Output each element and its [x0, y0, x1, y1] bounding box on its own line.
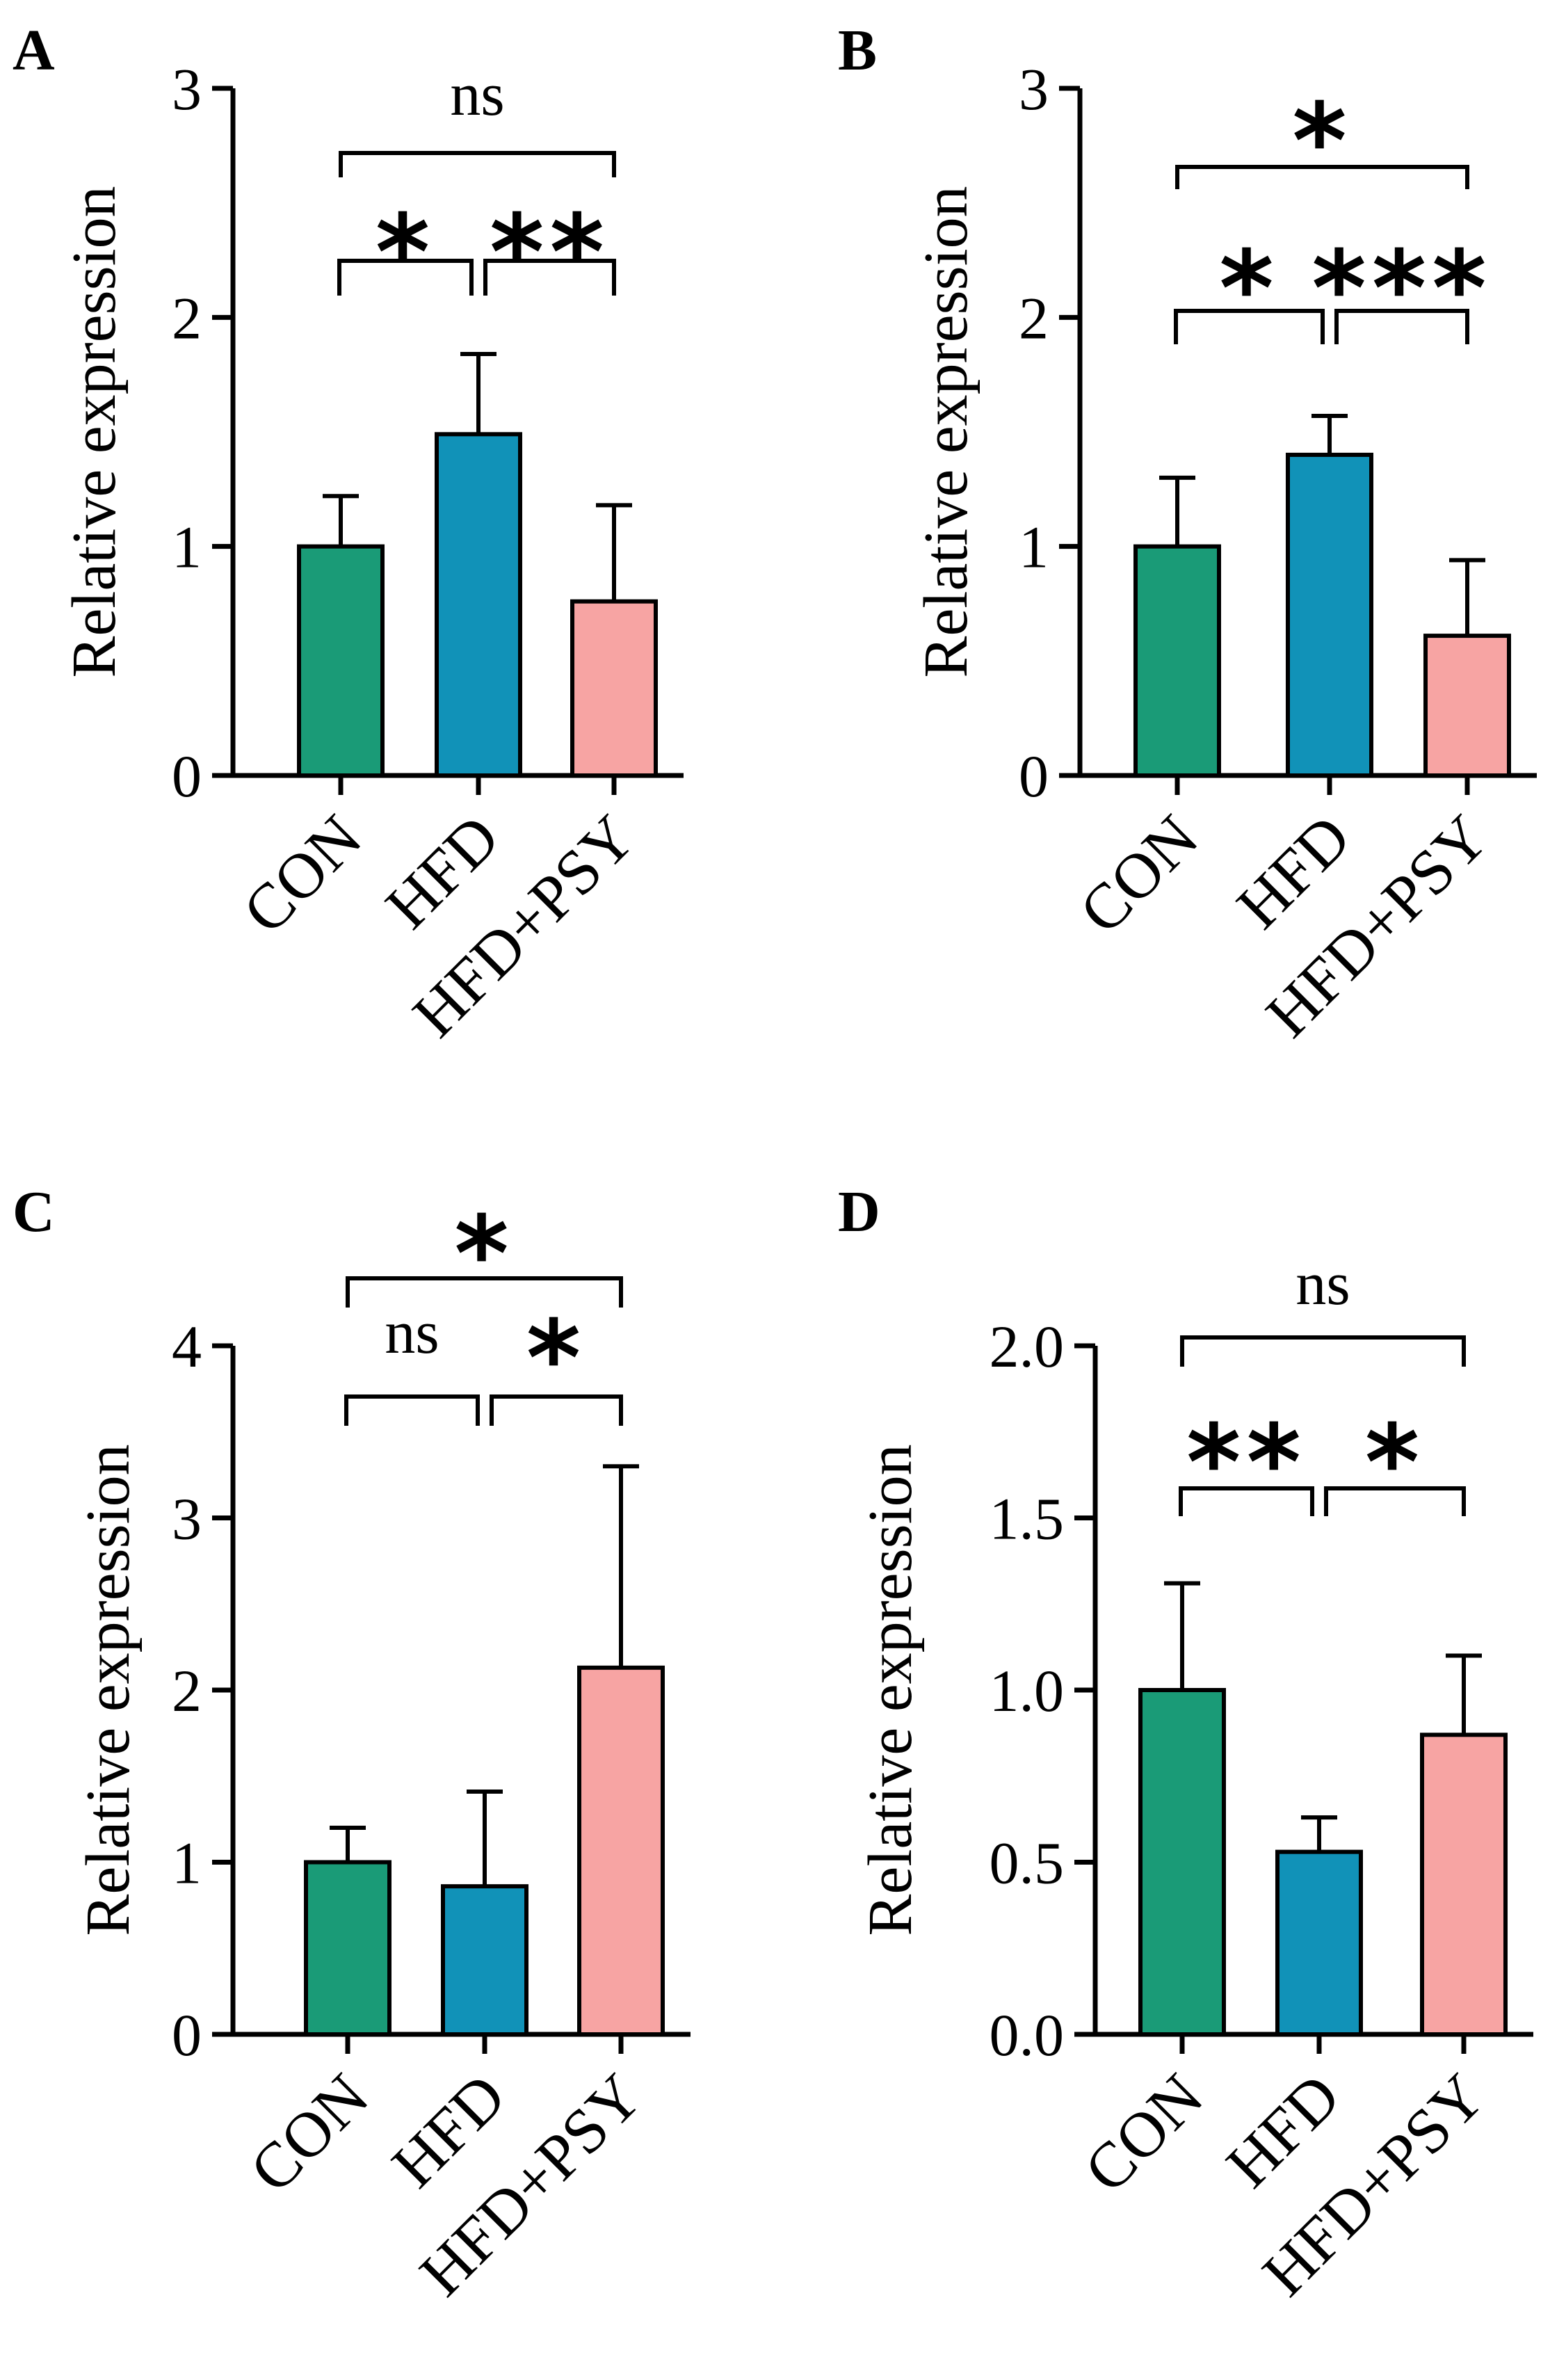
significance-bracket: [490, 1394, 623, 1426]
bar-hfd: [1275, 1849, 1363, 2036]
y-tick-label: 3: [1019, 56, 1049, 122]
panel-label: A: [13, 18, 55, 83]
significance-label: *: [454, 1194, 514, 1315]
bar-hfd: [1286, 452, 1373, 778]
bar-hfd: [435, 432, 522, 778]
significance-bracket: [1180, 1335, 1466, 1367]
significance-bracket: [346, 1276, 623, 1308]
significance-bracket: [1174, 309, 1325, 344]
significance-label: *: [1292, 81, 1352, 202]
significance-label: ***: [1311, 229, 1492, 350]
y-tick-label: 1: [172, 514, 202, 581]
significance-bracket: [1175, 165, 1469, 189]
significance-label: ns: [1295, 1251, 1350, 1318]
y-tick-label: 0: [172, 743, 202, 810]
y-tick-label: 3: [172, 56, 202, 122]
y-tick-label: 1.5: [990, 1486, 1065, 1552]
x-category-label: CON: [236, 2060, 382, 2205]
bar-con: [297, 544, 385, 778]
panel-label: B: [838, 18, 877, 83]
significance-label: *: [1365, 1403, 1425, 1524]
y-tick-label: 0: [172, 2002, 202, 2068]
y-tick-label: 1: [172, 1830, 202, 1897]
y-tick-label: 2: [172, 284, 202, 351]
y-tick-label: 2.0: [990, 1313, 1065, 1380]
x-category-label: CON: [1071, 2060, 1216, 2205]
y-tick-label: 0.5: [990, 1830, 1065, 1897]
x-category-label: CON: [229, 801, 375, 947]
y-tick-label: 4: [172, 1313, 202, 1380]
y-tick-label: 0.0: [990, 2002, 1065, 2068]
bar-con: [1133, 544, 1221, 778]
bar-hfd-plus-psy: [570, 599, 658, 778]
significance-label: **: [490, 193, 610, 314]
significance-label: ns: [450, 61, 504, 129]
bar-con: [304, 1860, 392, 2036]
panel-label: D: [838, 1180, 880, 1244]
bar-hfd-plus-psy: [1423, 634, 1511, 778]
significance-label: **: [1186, 1403, 1307, 1524]
significance-label: *: [1219, 229, 1279, 350]
y-axis-title: Relative expression: [74, 1444, 143, 1936]
y-axis-title: Relative expression: [856, 1444, 925, 1936]
bar-hfd-plus-psy: [577, 1665, 665, 2036]
significance-bracket: [1334, 309, 1469, 344]
y-tick-label: 1.0: [990, 1657, 1065, 1724]
significance-bracket: [339, 151, 616, 177]
bar-hfd-plus-psy: [1420, 1732, 1508, 2037]
y-tick-label: 2: [172, 1657, 202, 1724]
x-category-label: CON: [1066, 801, 1211, 947]
bar-con: [1138, 1688, 1226, 2036]
significance-bracket: [1179, 1486, 1314, 1516]
significance-bracket: [1324, 1486, 1466, 1516]
bar-hfd: [441, 1884, 528, 2036]
y-tick-label: 1: [1019, 514, 1049, 581]
significance-label: *: [376, 193, 435, 314]
significance-bracket: [344, 1394, 480, 1426]
y-axis-title: Relative expression: [60, 186, 129, 677]
y-tick-label: 2: [1019, 284, 1049, 351]
significance-bracket: [337, 259, 474, 296]
y-axis-title: Relative expression: [912, 186, 980, 677]
significance-bracket: [483, 259, 616, 296]
significance-label: *: [526, 1298, 586, 1420]
y-tick-label: 3: [172, 1486, 202, 1552]
significance-label: ns: [385, 1299, 439, 1367]
y-tick-label: 0: [1019, 743, 1049, 810]
panel-label: C: [13, 1180, 55, 1244]
